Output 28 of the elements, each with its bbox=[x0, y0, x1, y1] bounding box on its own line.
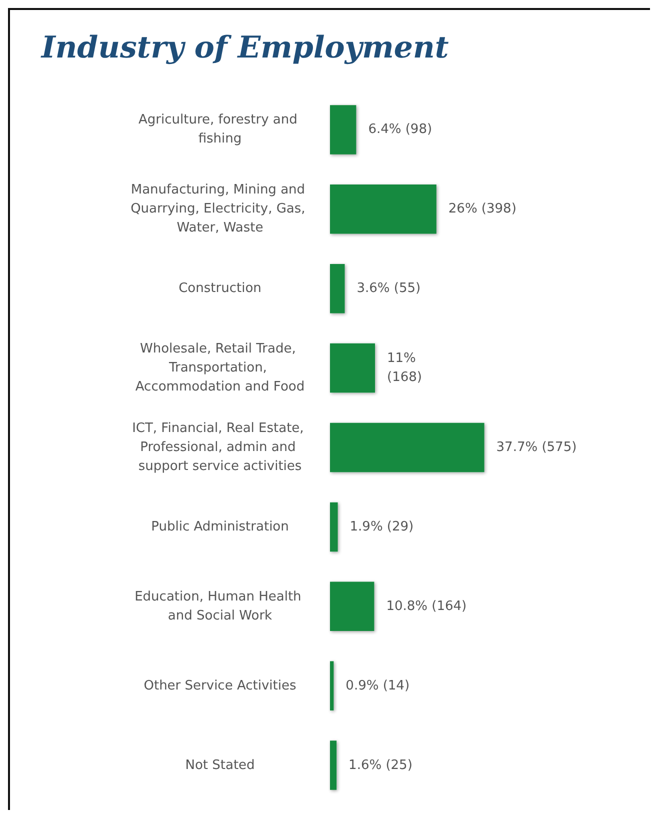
data-label: 1.6% (25) bbox=[348, 758, 412, 773]
data-label: 1.9% (29) bbox=[350, 519, 414, 534]
bar bbox=[330, 184, 436, 234]
y-tick-label: Public Administration bbox=[151, 519, 289, 534]
data-label: 3.6% (55) bbox=[356, 281, 421, 296]
data-label: 37.7% (575) bbox=[496, 440, 577, 455]
data-label: 0.9% (14) bbox=[346, 678, 410, 694]
bar bbox=[330, 502, 338, 552]
bar bbox=[330, 264, 345, 314]
data-label: 6.4% (98) bbox=[368, 122, 432, 138]
y-tick-label: Wholesale, Retail Trade, Transportation, Accommodation and Food bbox=[135, 342, 305, 395]
y-tick-label: Agriculture, forestry and fishing bbox=[138, 112, 302, 147]
bar bbox=[330, 105, 356, 154]
bar bbox=[330, 343, 376, 393]
data-label: 26% (398) bbox=[448, 202, 516, 217]
y-tick-label: Other Service Activities bbox=[144, 678, 296, 694]
bar bbox=[330, 740, 337, 790]
bar bbox=[330, 582, 374, 632]
chart-title: Industry of Employment bbox=[40, 30, 449, 66]
bar bbox=[330, 661, 334, 710]
y-tick-label: Education, Human Health and Social Work bbox=[134, 589, 306, 624]
y-tick-label: Construction bbox=[178, 281, 262, 296]
bar bbox=[330, 422, 484, 472]
y-tick-label: Not Stated bbox=[185, 758, 255, 773]
data-label: 10.8% (164) bbox=[386, 598, 467, 614]
data-label: 11% (168) bbox=[387, 351, 422, 386]
y-tick-label: ICT, Financial, Real Estate, Professional, admin and support service activities bbox=[132, 421, 308, 474]
y-tick-label: Manufacturing, Mining and Quarrying, Electricity, Gas, Water, Waste bbox=[130, 182, 310, 236]
